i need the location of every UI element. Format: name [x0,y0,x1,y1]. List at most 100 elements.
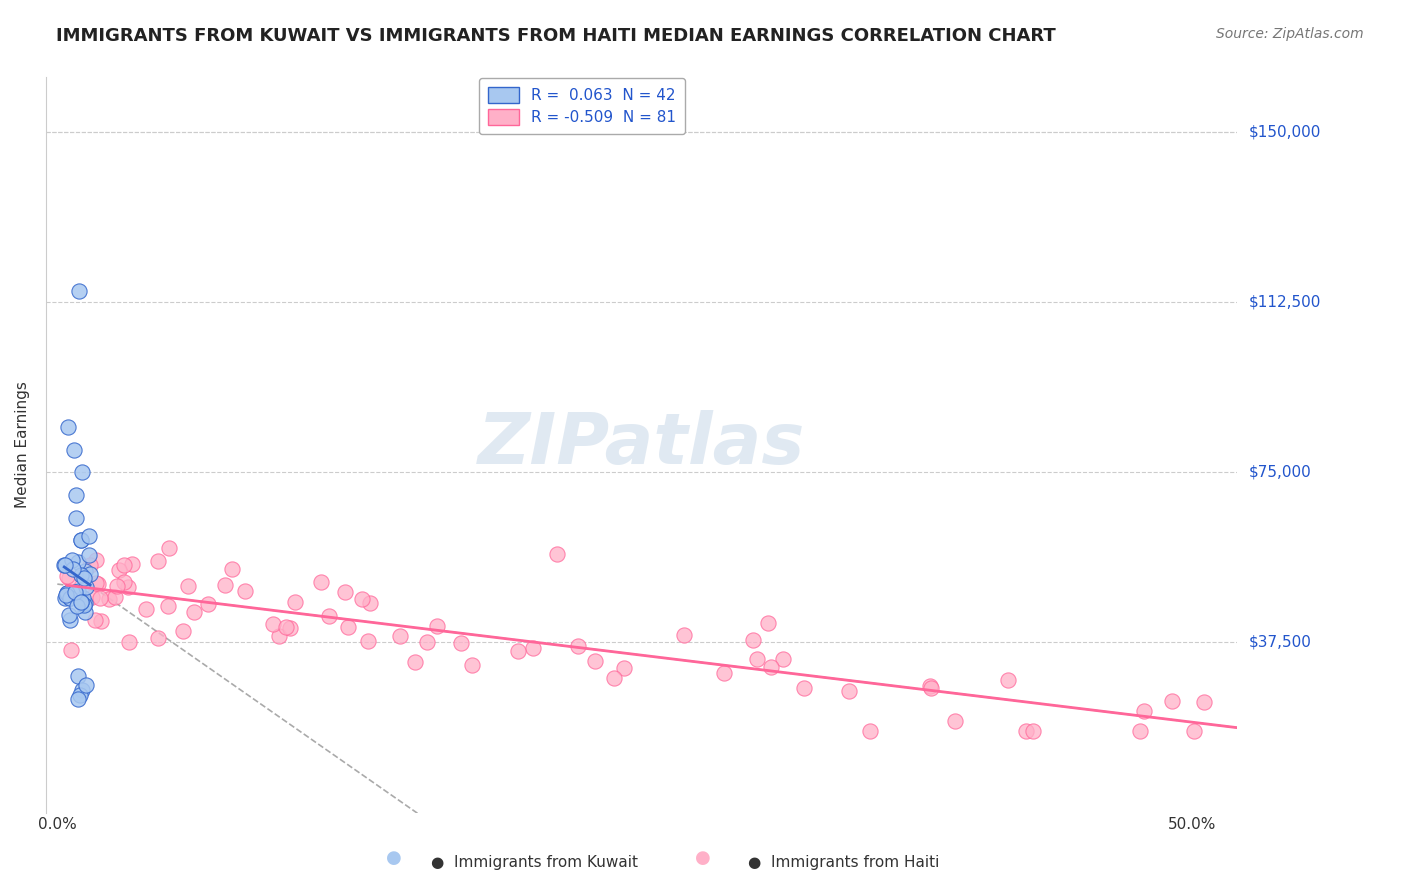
Point [70,533,93,548]
Point [72,571,94,585]
Point [56,569,79,583]
Point [59,591,82,606]
Point [1237,723,1260,738]
Point [67,692,90,706]
Point [121,558,143,572]
Point [157,541,180,556]
Point [426,619,449,633]
Point [73,596,96,610]
Point [114,558,136,572]
Point [75,580,97,594]
Point [66,555,89,569]
Point [404,656,426,670]
Point [70,594,93,608]
Point [274,620,297,634]
Point [356,633,378,648]
Text: $37,500: $37,500 [1249,635,1312,650]
Point [58,607,80,622]
Point [79,567,101,582]
Point [522,640,544,655]
Text: $75,000: $75,000 [1249,465,1310,480]
Point [55,589,77,603]
Point [359,596,381,610]
Point [90,614,112,628]
Point [104,590,127,604]
Point [59,591,82,606]
Point [318,608,340,623]
Point [86,577,108,591]
Point [713,665,735,680]
Point [918,679,941,693]
Point [86,576,108,591]
Point [118,635,141,649]
Point [759,659,782,673]
Point [79,558,101,573]
Point [60,553,83,567]
Point [146,632,169,646]
Point [747,652,769,666]
Point [84,553,107,567]
Point [53,558,76,573]
Text: ●: ● [385,849,402,867]
Point [1014,723,1036,738]
Text: Source: ZipAtlas.com: Source: ZipAtlas.com [1216,27,1364,41]
Point [793,681,815,696]
Point [70,533,93,547]
Point [838,683,860,698]
Point [75,564,97,578]
Point [77,548,100,562]
Point [72,465,94,479]
Point [65,488,87,502]
Text: ●: ● [695,849,711,867]
Point [172,624,194,639]
Point [920,681,942,695]
Point [997,673,1019,687]
Point [546,547,568,561]
Point [70,683,93,698]
Point [73,605,96,619]
Text: $150,000: $150,000 [1249,124,1320,139]
Point [1161,694,1184,708]
Point [55,586,77,600]
Point [214,577,236,591]
Legend: R =  0.063  N = 42, R = -0.509  N = 81: R = 0.063 N = 42, R = -0.509 N = 81 [479,78,685,134]
Point [70,595,93,609]
Point [943,714,966,728]
Point [59,643,82,657]
Point [146,554,169,568]
Point [67,669,90,683]
Text: $112,500: $112,500 [1249,294,1320,310]
Point [613,661,636,675]
Point [859,723,882,738]
Point [183,605,205,619]
Point [53,591,76,605]
Point [69,568,91,582]
Point [66,599,89,613]
Point [262,617,284,632]
Point [269,629,291,643]
Point [117,580,139,594]
Point [105,578,128,592]
Point [134,602,156,616]
Point [772,651,794,665]
Point [73,599,96,613]
Y-axis label: Median Earnings: Median Earnings [15,382,30,508]
Point [157,599,180,614]
Point [756,615,779,630]
Text: ●  Immigrants from Kuwait: ● Immigrants from Kuwait [430,855,638,870]
Point [1133,704,1156,718]
Point [336,620,359,634]
Point [416,635,439,649]
Point [603,671,626,685]
Point [58,571,80,585]
Point [69,688,91,702]
Point [1129,723,1152,738]
Point [108,563,131,577]
Point [278,621,301,635]
Point [742,632,765,647]
Point [65,585,87,599]
Point [75,678,97,692]
Point [72,591,94,605]
Point [1312,723,1334,738]
Point [197,597,219,611]
